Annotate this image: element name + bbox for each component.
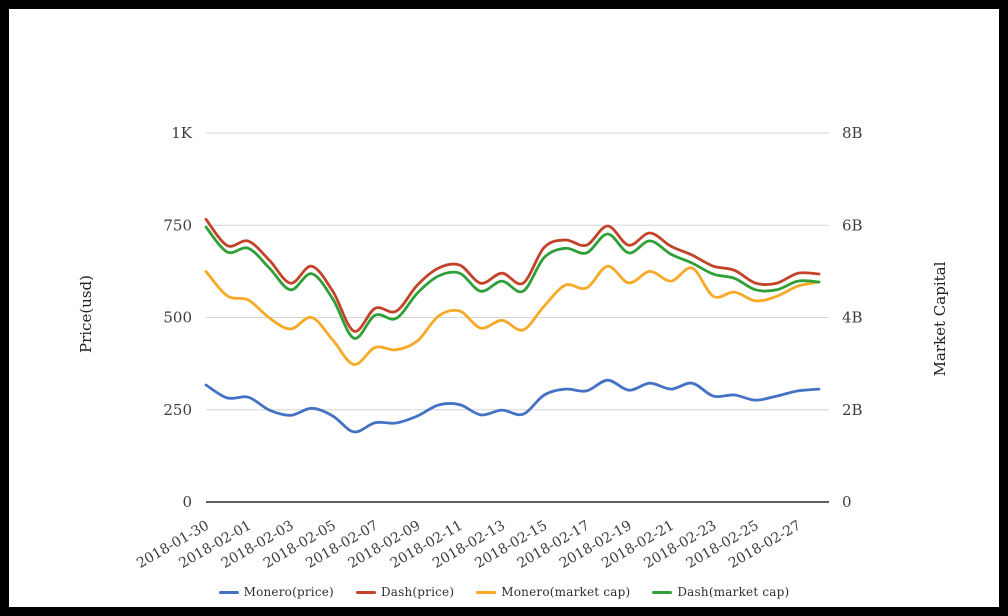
monero-market-cap-line-swatch-icon [476, 590, 497, 594]
legend-item-dash-market-cap[interactable]: Dash(market cap) [652, 585, 789, 599]
y-axis-right-tick-label: 2B [842, 401, 863, 419]
y-axis-right-tick-label: 8B [842, 124, 863, 142]
y-axis-right-tick-label: 0 [842, 493, 852, 511]
legend-label: Monero(price) [243, 585, 334, 599]
series-line-monero-price [204, 378, 821, 434]
y-axis-left-tick-label: 1K [171, 124, 193, 142]
legend-label: Monero(market cap) [501, 585, 631, 599]
legend: Monero(price) Dash(price) Monero(market … [9, 585, 999, 599]
series-line-dash-market-cap [204, 225, 821, 340]
y-axis-right-tick-label: 6B [842, 216, 863, 234]
y-axis-left-tick-label: 750 [163, 216, 192, 234]
legend-label: Dash(market cap) [677, 585, 790, 599]
series-line-monero-market-cap [204, 264, 821, 366]
grid-layer [206, 132, 829, 503]
series-line-dash-price [204, 217, 821, 333]
legend-item-dash-price[interactable]: Dash(price) [355, 585, 455, 599]
y-axis-left-tick-label: 500 [163, 309, 192, 327]
y-axis-left-tick-label: 0 [182, 493, 192, 511]
legend-label: Dash(price) [380, 585, 455, 599]
monero-price-line-swatch-icon [218, 590, 239, 594]
y-axis-left-tick-label: 250 [163, 401, 192, 419]
legend-item-monero-price[interactable]: Monero(price) [218, 585, 334, 599]
right-axis-title: Market Capital [931, 261, 949, 376]
series-layer [204, 217, 821, 434]
dash-price-line-swatch-icon [355, 590, 376, 594]
left-axis-title: Price(usd) [77, 275, 95, 353]
y-axis-right-tick-label: 4B [842, 309, 863, 327]
legend-item-monero-market-cap[interactable]: Monero(market cap) [476, 585, 630, 599]
dash-market-cap-line-swatch-icon [652, 590, 673, 594]
